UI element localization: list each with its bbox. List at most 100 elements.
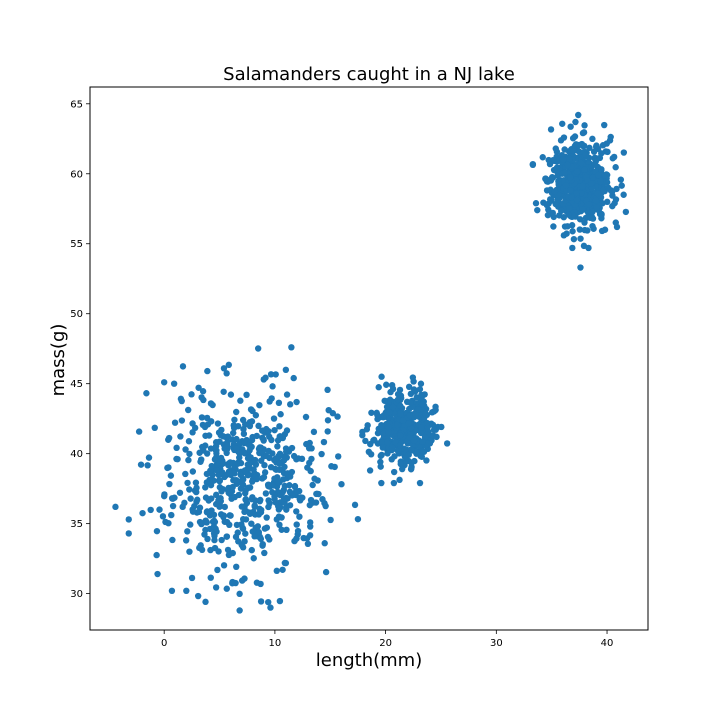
- data-point-cluster-1: [256, 401, 263, 409]
- data-point-cluster-2: [418, 424, 425, 431]
- data-point-cluster-2: [418, 391, 425, 399]
- x-tick-label: 20: [379, 638, 392, 649]
- data-point-cluster-3: [560, 214, 567, 221]
- data-point-cluster-1: [252, 412, 260, 419]
- data-point-cluster-3: [603, 179, 611, 186]
- data-point-cluster-1: [161, 492, 168, 500]
- data-point-cluster-1: [223, 533, 230, 540]
- data-point-cluster-3: [601, 226, 609, 233]
- data-point-cluster-1: [335, 453, 342, 460]
- data-point-cluster-2: [397, 460, 404, 468]
- data-point-cluster-3: [577, 159, 585, 167]
- data-point-cluster-1: [210, 517, 218, 525]
- data-point-cluster-1: [224, 442, 231, 450]
- data-point-cluster-3: [569, 244, 576, 252]
- data-point-cluster-1: [302, 413, 310, 421]
- data-point-cluster-1: [313, 490, 320, 498]
- data-point-cluster-1: [243, 499, 251, 507]
- data-point-cluster-1: [207, 445, 215, 452]
- data-point-cluster-2: [423, 457, 430, 464]
- data-point-cluster-1: [265, 482, 272, 490]
- data-point-cluster-3: [591, 161, 599, 168]
- data-point-cluster-1: [236, 590, 243, 598]
- data-point-cluster-1: [329, 410, 337, 417]
- data-point-cluster-3: [577, 235, 584, 242]
- data-point-cluster-1: [282, 366, 290, 374]
- data-point-cluster-1: [250, 555, 257, 562]
- data-point-cluster-1: [293, 508, 300, 515]
- data-point-cluster-3: [564, 161, 571, 169]
- y-tick-label: 45: [70, 379, 83, 390]
- data-point-cluster-1: [182, 446, 189, 453]
- data-point-cluster-1: [220, 433, 227, 440]
- data-point-cluster-1: [223, 585, 230, 592]
- data-point-cluster-1: [270, 415, 278, 422]
- data-point-cluster-1: [195, 384, 202, 391]
- data-point-cluster-1: [203, 519, 210, 526]
- data-point: [366, 467, 374, 474]
- data-point-cluster-1: [225, 361, 232, 369]
- data-point: [613, 223, 621, 231]
- data-point-cluster-2: [390, 479, 398, 487]
- data-point: [416, 386, 424, 393]
- data-point-cluster-1: [205, 432, 213, 439]
- data-point-cluster-2: [379, 444, 386, 451]
- data-point-cluster-1: [199, 443, 206, 451]
- data-point-cluster-1: [234, 529, 241, 536]
- data-point-cluster-3: [561, 146, 568, 153]
- data-point-cluster-1: [205, 497, 212, 504]
- data-point-cluster-1: [233, 477, 240, 484]
- data-point-cluster-3: [596, 154, 604, 162]
- data-point-cluster-2: [411, 457, 418, 465]
- data-point-cluster-2: [443, 440, 451, 447]
- data-point-cluster-2: [375, 384, 382, 391]
- data-point-cluster-1: [135, 428, 143, 435]
- data-point-cluster-1: [239, 516, 247, 523]
- data-point-cluster-3: [593, 142, 600, 149]
- data-point-cluster-1: [230, 424, 238, 432]
- data-point-cluster-1: [267, 371, 275, 378]
- data-point-cluster-1: [241, 575, 248, 582]
- data-point-cluster-1: [231, 416, 238, 423]
- data-point-cluster-2: [407, 399, 414, 407]
- data-point-cluster-1: [228, 495, 235, 502]
- data-point-cluster-3: [549, 174, 557, 181]
- data-point-cluster-1: [231, 470, 238, 477]
- data-point-cluster-3: [566, 204, 573, 212]
- data-point-cluster-1: [185, 456, 192, 464]
- data-point-cluster-1: [233, 563, 240, 571]
- data-point-cluster-2: [429, 421, 437, 429]
- data-point-cluster-1: [249, 407, 256, 415]
- data-point-cluster-1: [279, 488, 286, 496]
- data-point-cluster-1: [320, 438, 328, 446]
- data-points: [112, 111, 630, 614]
- data-point-cluster-1: [236, 607, 243, 614]
- data-point-cluster-3: [580, 242, 588, 250]
- x-tick-label: 0: [161, 638, 167, 649]
- data-point-cluster-3: [561, 169, 569, 177]
- data-point-cluster-1: [235, 538, 242, 545]
- data-point-cluster-1: [221, 473, 228, 481]
- data-point-cluster-1: [262, 490, 270, 497]
- plot-area-frame: [89, 86, 649, 631]
- x-tick-label: 10: [269, 638, 282, 649]
- data-point-cluster-1: [197, 458, 204, 465]
- data-point-cluster-1: [189, 420, 196, 427]
- data-point-cluster-1: [187, 495, 194, 502]
- data-point-cluster-1: [178, 397, 185, 405]
- data-point-cluster-3: [552, 145, 559, 152]
- data-point-cluster-1: [293, 521, 300, 528]
- data-point-cluster-1: [338, 480, 345, 488]
- data-point-cluster-1: [272, 499, 279, 506]
- data-point-cluster-1: [254, 523, 262, 530]
- data-point-cluster-1: [165, 464, 172, 471]
- data-point-cluster-3: [542, 175, 549, 183]
- data-point-cluster-1: [218, 426, 225, 434]
- data-point-cluster-1: [145, 454, 153, 461]
- data-point-cluster-1: [147, 506, 154, 514]
- data-point-cluster-1: [184, 479, 191, 487]
- data-point-cluster-1: [226, 521, 233, 528]
- data-point-cluster-1: [177, 433, 184, 440]
- data-point-cluster-2: [383, 439, 391, 446]
- y-tick-label: 65: [70, 99, 83, 110]
